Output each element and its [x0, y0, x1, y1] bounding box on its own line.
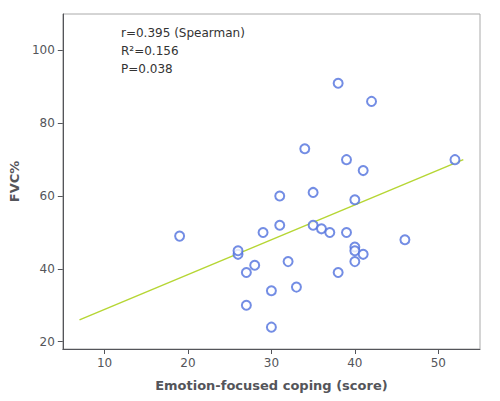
svg-text:R²=0.156: R²=0.156 — [121, 44, 179, 58]
svg-text:50: 50 — [431, 356, 446, 370]
svg-text:40: 40 — [40, 262, 55, 276]
svg-text:P=0.038: P=0.038 — [121, 62, 173, 76]
svg-text:40: 40 — [347, 356, 362, 370]
svg-text:r=0.395 (Spearman): r=0.395 (Spearman) — [121, 26, 245, 40]
svg-text:20: 20 — [180, 356, 195, 370]
svg-text:20: 20 — [40, 335, 55, 349]
svg-text:30: 30 — [264, 356, 279, 370]
svg-text:FVC%: FVC% — [7, 161, 22, 203]
svg-text:80: 80 — [40, 116, 55, 130]
svg-text:10: 10 — [97, 356, 112, 370]
svg-text:100: 100 — [32, 43, 55, 57]
svg-text:60: 60 — [40, 189, 55, 203]
svg-text:Emotion-focused coping (score): Emotion-focused coping (score) — [155, 378, 388, 393]
